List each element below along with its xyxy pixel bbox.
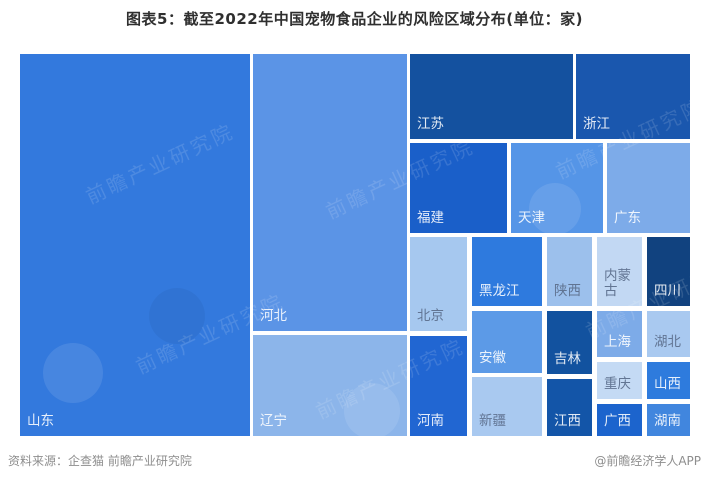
treemap-block[interactable]: 广西 bbox=[595, 403, 643, 437]
treemap-block-label: 江西 bbox=[553, 413, 581, 430]
treemap-block-label: 江苏 bbox=[417, 116, 445, 133]
treemap-block-label: 天津 bbox=[518, 210, 546, 227]
treemap-block-label: 河北 bbox=[259, 308, 287, 325]
treemap-block-label: 四川 bbox=[653, 283, 681, 300]
treemap-block[interactable]: 内蒙古 bbox=[595, 236, 643, 307]
treemap-block-label: 北京 bbox=[417, 308, 445, 325]
treemap-block-label: 黑龙江 bbox=[478, 283, 520, 300]
treemap-block[interactable]: 浙江 bbox=[575, 53, 691, 140]
treemap-block-label: 湖北 bbox=[653, 334, 681, 351]
treemap-block[interactable]: 陕西 bbox=[545, 236, 593, 307]
treemap-block[interactable]: 湖北 bbox=[645, 310, 691, 358]
treemap-block-label: 吉林 bbox=[553, 351, 581, 368]
treemap-block-label: 广西 bbox=[603, 413, 631, 430]
footer: 资料来源：企查猫 前瞻产业研究院 @前瞻经济学人APP bbox=[8, 452, 701, 469]
treemap-block[interactable]: 山东 bbox=[19, 53, 251, 437]
treemap-block[interactable]: 河北 bbox=[251, 53, 408, 332]
treemap-block-label: 内蒙古 bbox=[603, 267, 631, 300]
treemap-block[interactable]: 吉林 bbox=[545, 310, 593, 375]
treemap-block[interactable]: 广东 bbox=[605, 142, 691, 234]
treemap-block[interactable]: 天津 bbox=[510, 142, 605, 234]
treemap-block-label: 广东 bbox=[613, 210, 641, 227]
treemap-block[interactable]: 河南 bbox=[409, 335, 469, 437]
treemap-block[interactable]: 江西 bbox=[545, 378, 593, 437]
treemap-block-label: 浙江 bbox=[583, 116, 610, 133]
treemap-block[interactable]: 江苏 bbox=[409, 53, 574, 140]
treemap-block-label: 陕西 bbox=[553, 283, 581, 300]
treemap-block-label: 辽宁 bbox=[259, 413, 287, 430]
chart-title: 图表5：截至2022年中国宠物食品企业的风险区域分布(单位：家) bbox=[126, 10, 583, 28]
treemap-block-label: 湖南 bbox=[653, 413, 681, 430]
source-text: 资料来源：企查猫 前瞻产业研究院 bbox=[8, 454, 192, 468]
treemap-block-label: 山东 bbox=[27, 413, 54, 430]
treemap-block-label: 河南 bbox=[417, 413, 445, 430]
treemap: 湖南 山西 湖北 四川广西 重庆 上海 内蒙古江西 吉林 陕西新疆 安徽 黑龙江河南 北京 广东 天津 福建… bbox=[19, 53, 709, 439]
treemap-block[interactable]: 北京 bbox=[409, 236, 469, 332]
treemap-block[interactable]: 辽宁 bbox=[251, 334, 408, 437]
treemap-block[interactable]: 四川 bbox=[645, 236, 691, 307]
treemap-block[interactable]: 黑龙江 bbox=[470, 236, 543, 307]
treemap-block[interactable]: 上海 bbox=[595, 310, 643, 358]
treemap-block[interactable]: 安徽 bbox=[470, 310, 543, 374]
treemap-block-label: 重庆 bbox=[603, 376, 631, 393]
treemap-block[interactable]: 重庆 bbox=[595, 361, 643, 400]
treemap-block-label: 山西 bbox=[653, 376, 681, 393]
treemap-block[interactable]: 福建 bbox=[409, 142, 508, 234]
treemap-block-label: 新疆 bbox=[478, 413, 506, 430]
treemap-block[interactable]: 新疆 bbox=[470, 375, 543, 437]
treemap-block-label: 上海 bbox=[603, 334, 631, 351]
treemap-block-label: 福建 bbox=[417, 210, 445, 227]
credit-text: @前瞻经济学人APP bbox=[594, 454, 701, 468]
treemap-block[interactable]: 湖南 bbox=[645, 403, 691, 437]
treemap-block[interactable]: 山西 bbox=[645, 361, 691, 400]
treemap-block-label: 安徽 bbox=[478, 350, 506, 367]
